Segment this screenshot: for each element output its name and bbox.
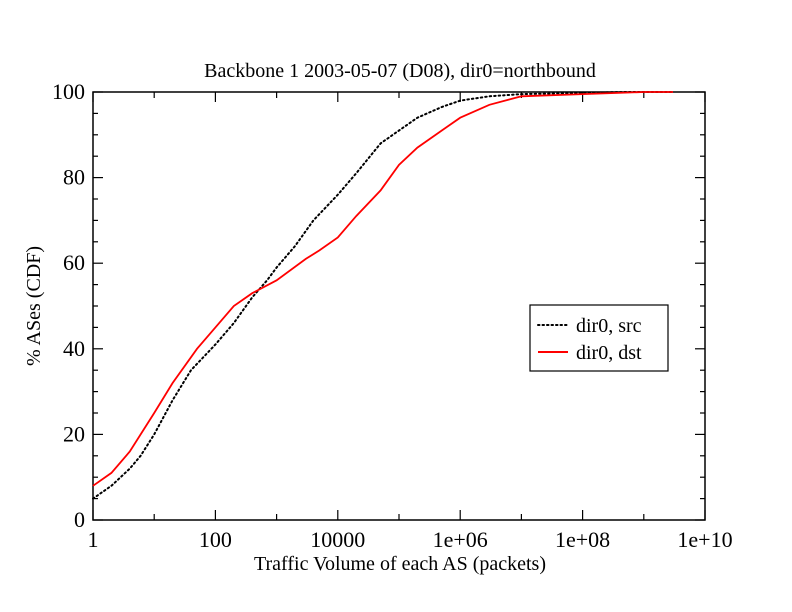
y-tick-label: 60 — [63, 250, 85, 275]
x-tick-label: 1e+08 — [555, 527, 610, 552]
x-axis-label: Traffic Volume of each AS (packets) — [254, 553, 546, 575]
x-tick-label: 1e+06 — [433, 527, 488, 552]
legend-label: dir0, dst — [576, 342, 642, 364]
y-tick-label: 0 — [74, 507, 85, 532]
series-line-1 — [92, 91, 673, 487]
legend-label: dir0, src — [576, 315, 642, 337]
y-tick-label: 40 — [63, 336, 85, 361]
series-line-0 — [92, 91, 674, 500]
y-axis-label: % ASes (CDF) — [23, 246, 45, 366]
chart-title: Backbone 1 2003-05-07 (D08), dir0=northb… — [204, 60, 596, 82]
y-tick-label: 80 — [63, 165, 85, 190]
y-tick-label: 20 — [63, 421, 85, 446]
x-tick-label: 1e+10 — [677, 527, 732, 552]
legend: dir0, src dir0, dst — [529, 304, 669, 372]
x-tick-label: 100 — [199, 527, 232, 552]
x-tick-label: 1 — [88, 527, 99, 552]
plot-area: 1 100 10000 1e+06 1e+08 1e+10 0 20 40 60 80 100 — [52, 79, 733, 552]
y-tick-label: 100 — [52, 79, 85, 104]
legend-box — [529, 304, 669, 372]
x-tick-label: 10000 — [310, 527, 365, 552]
